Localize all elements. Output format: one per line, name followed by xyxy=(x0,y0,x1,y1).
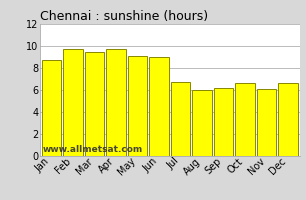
Bar xyxy=(42,60,61,156)
Bar xyxy=(128,56,147,156)
Bar xyxy=(235,83,255,156)
Bar xyxy=(257,89,276,156)
Bar xyxy=(192,90,212,156)
Text: www.allmetsat.com: www.allmetsat.com xyxy=(42,145,143,154)
Bar xyxy=(63,49,83,156)
Text: Chennai : sunshine (hours): Chennai : sunshine (hours) xyxy=(40,10,208,23)
Bar xyxy=(171,82,190,156)
Bar xyxy=(214,88,233,156)
Bar xyxy=(278,83,298,156)
Bar xyxy=(149,57,169,156)
Bar xyxy=(85,51,104,156)
Bar xyxy=(106,49,126,156)
